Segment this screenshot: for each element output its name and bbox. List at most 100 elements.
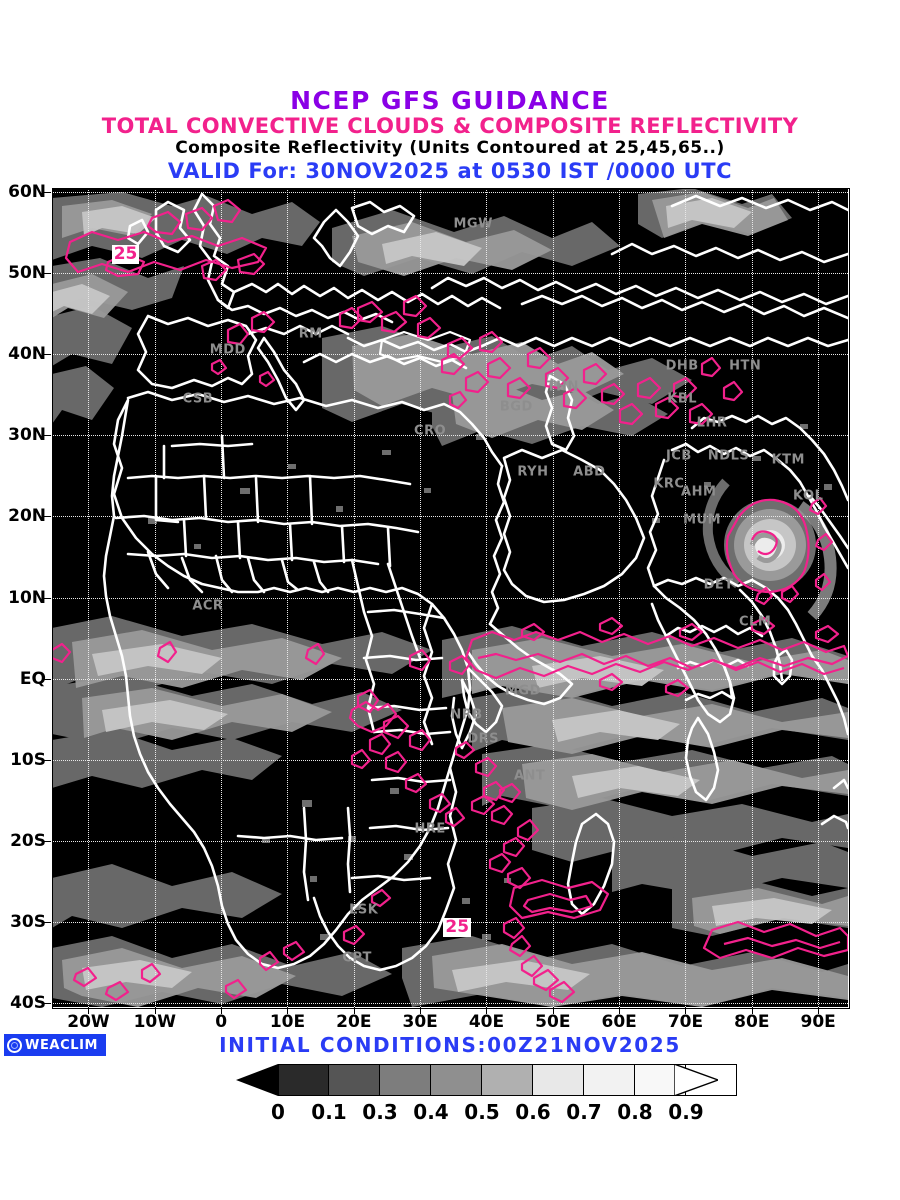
x-axis-label: 80E — [734, 1012, 770, 1032]
gridline-lat — [52, 840, 848, 842]
colorbar-swatches — [278, 1064, 737, 1096]
city-code-label: KRC — [653, 476, 685, 492]
colorbar-tick: 0.5 — [464, 1100, 500, 1124]
colorbar: 0 0.1 0.3 0.4 0.5 0.6 0.7 0.8 0.9 — [236, 1063, 737, 1124]
contour-units-label: Composite Reflectivity (Units Contoured … — [175, 138, 725, 158]
x-axis-label: 20W — [67, 1012, 110, 1032]
gridline-lat — [52, 435, 848, 437]
page-title: NCEP GFS GUIDANCE — [290, 86, 610, 115]
colorbar-swatch — [380, 1064, 431, 1096]
city-code-label: MGD — [505, 683, 541, 699]
x-axis-tick — [154, 1007, 156, 1014]
city-code-label: KOL — [793, 488, 824, 504]
y-axis-label: 50N — [8, 263, 46, 284]
x-axis-label: 50E — [535, 1012, 571, 1032]
y-axis-tick — [44, 435, 51, 437]
colorbar-tick: 0.6 — [515, 1100, 551, 1124]
map-plot-area[interactable]: 25 25 MGW THN BGD MDD CSB RM CRO RYH ABD DHB HTN KBL… — [52, 188, 848, 1007]
colorbar-tick: 0.1 — [311, 1100, 347, 1124]
colorbar-swatch — [584, 1064, 635, 1096]
city-code-label: CRO — [414, 423, 447, 439]
valid-time-label: VALID For: 30NOV2025 at 0530 IST /0000 U… — [167, 159, 733, 183]
colorbar-tick: 0.8 — [617, 1100, 653, 1124]
weaclim-logo[interactable]: WEACLIM — [4, 1034, 106, 1056]
gridline-lat — [52, 1002, 848, 1004]
city-code-label: CSB — [182, 391, 214, 407]
y-axis-tick — [44, 759, 51, 761]
initial-conditions-label: INITIAL CONDITIONS:00Z21NOV2025 — [219, 1033, 681, 1057]
y-axis-tick — [44, 840, 51, 842]
y-axis-label: 60N — [8, 182, 46, 203]
x-axis-label: 90E — [800, 1012, 836, 1032]
city-code-label: DET — [703, 577, 734, 593]
city-code-label: ABD — [573, 464, 606, 480]
x-axis-label: 10W — [133, 1012, 177, 1032]
city-code-label: JCB — [665, 448, 692, 464]
reflectivity-contour-layer — [52, 198, 848, 1004]
x-axis-tick — [287, 1007, 289, 1014]
colorbar-swatch — [431, 1064, 482, 1096]
city-code-label: RM — [298, 326, 323, 342]
colorbar-tick: 0.4 — [413, 1100, 449, 1124]
x-axis-label: 60E — [601, 1012, 637, 1032]
city-code-label: AHM — [681, 484, 717, 500]
contour-value-label: 25 — [111, 243, 140, 264]
x-axis-tick — [751, 1007, 753, 1014]
gridline-lat — [52, 354, 848, 356]
city-code-label: THN — [546, 379, 579, 395]
gridline-lat — [52, 597, 848, 599]
x-axis-tick — [88, 1007, 90, 1014]
map-canvas[interactable]: 25 25 MGW THN BGD MDD CSB RM CRO RYH ABD DHB HTN KBL… — [52, 188, 848, 1007]
colorbar-swatch — [482, 1064, 533, 1096]
city-code-label: NRB — [450, 707, 483, 723]
gridline-lat — [52, 759, 848, 761]
y-axis-label: 10N — [8, 587, 46, 608]
city-code-label: DHB — [665, 358, 699, 374]
colorbar-tick: 0.3 — [362, 1100, 398, 1124]
x-axis-tick — [486, 1007, 488, 1014]
y-axis-label: 20S — [10, 830, 46, 851]
city-code-label: KTM — [771, 452, 805, 468]
x-axis-label: 0 — [215, 1012, 228, 1032]
contour-value-label: 25 — [443, 916, 472, 937]
x-axis-label: 10E — [269, 1012, 306, 1032]
x-axis-tick — [353, 1007, 355, 1014]
colorbar-swatch — [533, 1064, 584, 1096]
city-code-label: ANT — [513, 768, 546, 784]
y-axis-label: 20N — [8, 506, 46, 527]
colorbar-tick: 0.7 — [566, 1100, 602, 1124]
y-axis-label: 40N — [8, 344, 46, 365]
city-code-label: MUM — [683, 512, 722, 528]
y-axis-tick — [44, 516, 51, 518]
x-axis-tick — [619, 1007, 621, 1014]
x-axis-tick — [420, 1007, 422, 1014]
y-axis-tick — [44, 273, 51, 275]
city-code-label: DRS — [467, 731, 499, 747]
colorbar-swatch — [329, 1064, 380, 1096]
x-axis-label: 30E — [402, 1012, 438, 1032]
x-axis-tick — [818, 1007, 820, 1014]
y-axis-label: EQ — [19, 668, 46, 689]
gridline-lat — [52, 192, 848, 194]
x-axis-tick — [221, 1007, 223, 1014]
city-code-label: BGD — [499, 399, 533, 415]
city-code-label: MGW — [453, 216, 493, 232]
coastline-layer — [102, 192, 848, 972]
city-code-label: HTN — [729, 358, 762, 374]
y-axis-label: 30S — [10, 911, 46, 932]
title-block: NCEP GFS GUIDANCE TOTAL CONVECTIVE CLOUD… — [0, 0, 900, 184]
y-axis-tick — [44, 921, 51, 923]
city-code-label: CLM — [738, 614, 772, 630]
x-axis-label: 70E — [667, 1012, 704, 1032]
city-code-label: ACR — [192, 598, 224, 614]
colorbar-tick: 0 — [271, 1100, 285, 1124]
gridline-lat — [52, 678, 848, 680]
x-axis-tick — [552, 1007, 554, 1014]
colorbar-under-arrow — [236, 1064, 278, 1096]
gridline-lat — [52, 516, 848, 518]
circle-ring-icon — [7, 1037, 22, 1053]
y-axis-tick — [44, 192, 51, 194]
city-code-label: RYH — [517, 464, 549, 480]
weaclim-logo-label: WEACLIM — [25, 1037, 99, 1053]
city-code-label: HRE — [414, 821, 446, 837]
